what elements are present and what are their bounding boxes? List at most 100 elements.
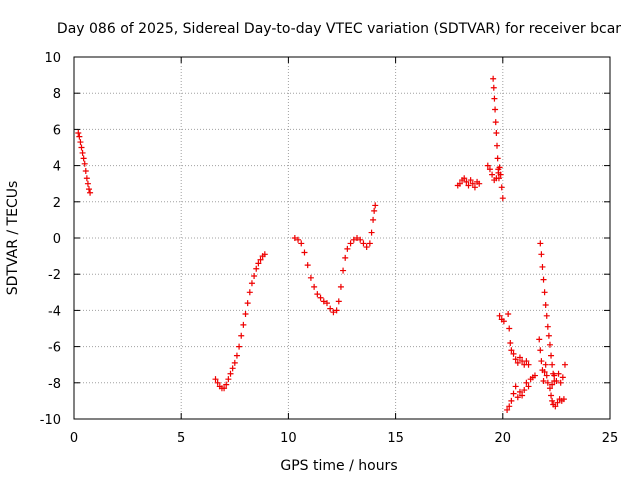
data-point (506, 325, 513, 332)
y-tick-label: 4 (53, 160, 61, 175)
x-axis-title: GPS time / hours (280, 458, 397, 474)
data-point (495, 175, 502, 182)
chart-title: Day 086 of 2025, Sidereal Day-to-day VTE… (57, 21, 621, 37)
data-point (83, 175, 90, 182)
data-point (335, 298, 342, 305)
data-point (242, 311, 249, 318)
data-point (548, 352, 555, 359)
data-point (84, 180, 91, 187)
x-tick-label: 20 (495, 431, 512, 446)
data-point (536, 336, 543, 343)
data-point (467, 177, 474, 184)
data-point (516, 354, 523, 361)
data-point (492, 119, 499, 126)
data-point (301, 249, 308, 256)
data-point (307, 274, 314, 281)
data-point (229, 365, 236, 372)
data-point (456, 180, 463, 187)
data-point (510, 350, 517, 357)
data-point (540, 377, 547, 384)
data-point (484, 162, 491, 169)
x-tick-label: 10 (280, 431, 297, 446)
data-point (505, 311, 512, 318)
data-point (323, 300, 330, 307)
data-point (553, 377, 560, 384)
data-point (519, 392, 526, 399)
data-point (251, 273, 258, 280)
data-point (544, 323, 551, 330)
data-point (548, 392, 555, 399)
data-point (542, 301, 549, 308)
data-point (327, 305, 334, 312)
data-point (350, 236, 357, 243)
data-point (78, 144, 85, 151)
data-point (225, 376, 232, 383)
data-point (552, 403, 559, 410)
data-point (499, 195, 506, 202)
data-point (236, 343, 243, 350)
data-point (80, 155, 87, 162)
data-point (238, 332, 245, 339)
data-point (368, 229, 375, 236)
data-point (489, 171, 496, 178)
data-point (541, 289, 548, 296)
data-point (461, 175, 468, 182)
data-point (555, 370, 562, 377)
y-tick-label: 10 (44, 51, 61, 66)
data-point (512, 356, 519, 363)
data-point (531, 372, 538, 379)
data-point (333, 307, 340, 314)
data-point (360, 240, 367, 247)
data-point (311, 283, 318, 290)
data-point (486, 166, 493, 173)
y-tick-label: 8 (53, 87, 61, 102)
data-point (494, 142, 501, 149)
data-point (261, 251, 268, 258)
data-point (500, 318, 507, 325)
data-point (304, 262, 311, 269)
data-point (537, 240, 544, 247)
data-point (512, 383, 519, 390)
data-point (525, 383, 532, 390)
data-point (523, 379, 530, 386)
y-tick-label: -6 (48, 341, 61, 356)
data-point (291, 235, 298, 241)
data-point (541, 368, 548, 375)
y-tick-label: 0 (53, 232, 61, 247)
data-point (370, 216, 377, 223)
data-point (354, 235, 361, 241)
y-tick-label: -4 (48, 304, 61, 319)
y-tick-label: 2 (53, 196, 61, 211)
data-point (76, 133, 83, 140)
data-point (363, 244, 370, 251)
data-point (255, 260, 262, 267)
data-point (539, 263, 546, 270)
data-point (546, 341, 553, 348)
data-point (337, 283, 344, 290)
data-point (246, 289, 253, 296)
data-point (521, 387, 528, 394)
data-point (495, 166, 502, 173)
data-point (491, 95, 498, 102)
data-point (257, 256, 264, 263)
data-point (525, 361, 532, 368)
data-point (508, 347, 515, 354)
data-point (490, 75, 497, 82)
x-tick-label: 5 (177, 431, 185, 446)
data-point (490, 84, 497, 91)
data-point (543, 312, 550, 319)
data-points (75, 75, 568, 413)
data-point (542, 361, 549, 368)
data-point (463, 178, 470, 185)
data-point (320, 298, 327, 305)
y-tick-label: -2 (48, 268, 61, 283)
data-point (538, 251, 545, 258)
data-point (214, 379, 221, 386)
data-point (244, 300, 251, 307)
y-tick-label: -10 (40, 413, 61, 428)
data-point (77, 139, 84, 146)
data-point (86, 186, 93, 193)
data-point (344, 245, 351, 252)
x-tick-label: 15 (387, 431, 404, 446)
